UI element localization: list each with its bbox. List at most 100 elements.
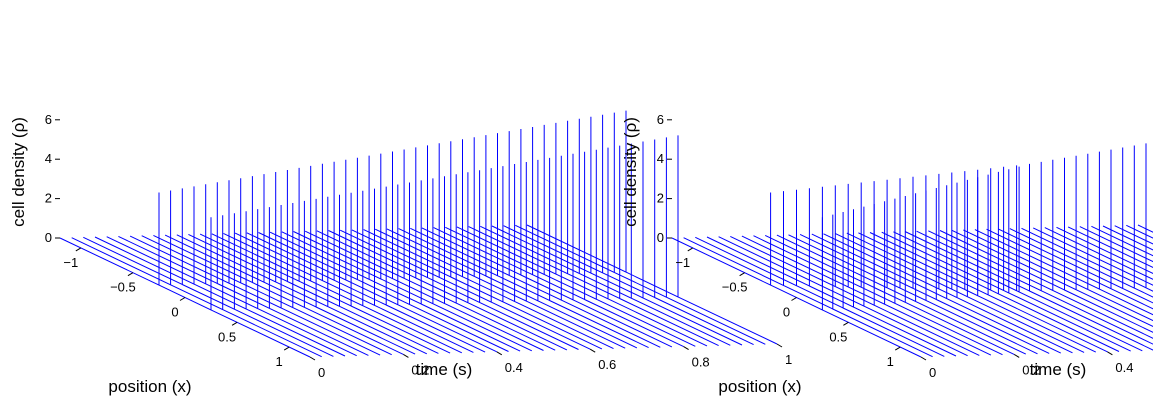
time-slice-trace xyxy=(199,167,451,354)
z-tick-label: 4 xyxy=(45,151,52,166)
time-tick-label: 0 xyxy=(929,365,936,380)
time-slice-trace xyxy=(153,176,404,355)
x-tick-label: −1 xyxy=(63,255,78,270)
time-slice-trace xyxy=(141,178,392,356)
time-slice-trace xyxy=(234,161,486,353)
time-slice-trace xyxy=(281,153,533,352)
time-slice-trace xyxy=(788,178,1038,355)
z-tick-label: 0 xyxy=(45,230,52,245)
time-slice-trace xyxy=(258,157,509,352)
time-slice-trace xyxy=(269,155,521,352)
time-slice-trace xyxy=(386,135,638,349)
time-slice-trace xyxy=(846,171,1097,353)
x-tick-mark xyxy=(894,346,901,351)
x-tick-label: −0.5 xyxy=(722,280,748,295)
z-tick-label: 6 xyxy=(45,112,52,127)
time-slice-trace xyxy=(83,188,334,357)
time-slice-trace xyxy=(753,182,1003,356)
time-slice-trace xyxy=(706,188,957,357)
time-slice-trace xyxy=(456,122,708,347)
time-slice-trace xyxy=(1032,227,1153,286)
time-slice-trace xyxy=(480,118,731,346)
time-tick-label: 0.6 xyxy=(598,357,616,372)
time-slice-trace xyxy=(741,183,992,356)
time-tick-label: 0 xyxy=(318,365,325,380)
time-slice-trace xyxy=(164,174,416,355)
x-tick-mark xyxy=(739,272,745,277)
time-slice-trace xyxy=(695,189,945,357)
x-tick-label: 0 xyxy=(783,305,790,320)
time-slice-trace xyxy=(928,159,1153,339)
time-slice-trace xyxy=(223,163,474,353)
x-tick-label: −1 xyxy=(675,255,690,270)
z-axis-label-right: cell density (ρ) xyxy=(621,117,640,227)
x-tick-mark xyxy=(283,346,290,351)
x-axis-label-right: position (x) xyxy=(718,377,801,396)
time-tick-label: 0.2 xyxy=(411,362,429,377)
time-tick-mark xyxy=(403,353,409,358)
time-slice-trace xyxy=(823,173,1073,354)
time-slice-trace xyxy=(468,120,719,347)
time-slice-trace xyxy=(834,172,1085,353)
z-tick-label: 2 xyxy=(657,191,664,206)
z-tick-label: 4 xyxy=(657,151,664,166)
chart-left: 0 2 4 6 −1 −0.5 0 0.5 1 0 0.2 0.4 0.6 0.8 1 position (… xyxy=(9,110,792,396)
time-slice-trace xyxy=(526,110,778,345)
density-traces-left xyxy=(59,110,778,358)
time-slice-trace xyxy=(339,143,591,350)
time-slice-trace xyxy=(445,124,696,347)
y-axis-label-left: time (s) xyxy=(416,360,473,379)
x-tick-label: −0.5 xyxy=(110,280,136,295)
time-tick-mark xyxy=(1107,351,1113,356)
time-slice-trace xyxy=(858,169,1108,353)
time-slice-trace xyxy=(904,163,1153,351)
time-slice-trace xyxy=(293,151,544,351)
x-tick-label: 0.5 xyxy=(218,329,236,344)
time-slice-trace xyxy=(176,172,428,355)
time-slice-trace xyxy=(764,181,1015,355)
time-tick-label: 0.2 xyxy=(1022,362,1040,377)
time-slice-trace xyxy=(799,176,1050,354)
time-slice-trace xyxy=(503,114,754,346)
time-tick-mark xyxy=(683,346,689,351)
x-tick-mark xyxy=(843,321,849,326)
time-slice-trace xyxy=(374,137,626,349)
time-slice-trace xyxy=(118,182,369,356)
x-tick-mark xyxy=(687,247,694,252)
time-slice-trace xyxy=(491,116,743,346)
time-slice-trace xyxy=(421,129,673,348)
time-tick-mark xyxy=(309,356,316,361)
time-slice-trace xyxy=(515,112,766,345)
time-slice-trace xyxy=(963,153,1153,322)
time-slice-trace xyxy=(316,147,568,351)
z-tick-label: 6 xyxy=(657,112,664,127)
time-tick-label: 1 xyxy=(785,352,792,367)
time-slice-trace xyxy=(869,168,1120,352)
x-tick-label: 0 xyxy=(171,305,178,320)
time-slice-trace xyxy=(433,127,684,348)
time-tick-mark xyxy=(496,351,503,356)
time-slice-trace xyxy=(951,155,1153,328)
time-tick-mark xyxy=(589,348,596,353)
time-slice-trace xyxy=(304,149,556,351)
time-slice-trace xyxy=(188,170,439,354)
time-slice-trace xyxy=(211,165,463,354)
axes-left: 0 2 4 6 −1 −0.5 0 0.5 1 0 0.2 0.4 0.6 0.8 1 xyxy=(45,112,792,380)
x-tick-label: 1 xyxy=(887,354,894,369)
z-tick-label: 0 xyxy=(657,230,664,245)
x-tick-mark xyxy=(75,247,82,252)
time-slice-trace xyxy=(997,147,1153,304)
y-axis-label-right: time (s) xyxy=(1030,360,1087,379)
x-tick-label: 1 xyxy=(276,354,283,369)
time-slice-trace xyxy=(351,141,603,350)
x-tick-mark xyxy=(179,297,186,301)
time-slice-trace xyxy=(398,133,649,349)
x-tick-mark xyxy=(127,272,134,277)
time-slice-trace xyxy=(94,186,346,357)
time-slice-trace xyxy=(1009,145,1153,298)
time-slice-trace xyxy=(683,191,933,358)
time-tick-mark xyxy=(1013,353,1020,358)
time-slice-trace xyxy=(1126,224,1153,239)
